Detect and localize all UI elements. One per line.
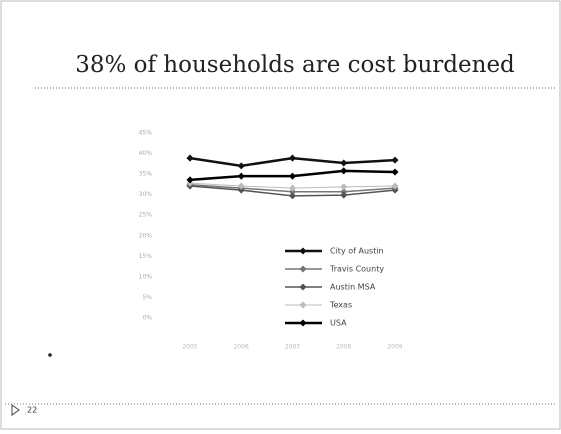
- x-tick-label: 2009: [387, 344, 402, 351]
- point: [237, 186, 245, 194]
- x-tick-label: 2007: [285, 344, 300, 351]
- y-tick-label: 40%: [139, 150, 153, 157]
- x-tick-label: 2006: [234, 344, 249, 351]
- point: [391, 186, 399, 194]
- legend-marker: [299, 265, 307, 273]
- x-tick-label: 2005: [182, 344, 197, 351]
- point: [340, 159, 348, 167]
- y-tick-label: 25%: [139, 212, 153, 219]
- point: [288, 188, 297, 196]
- point: [288, 172, 297, 180]
- bullet: [48, 353, 52, 357]
- point: [237, 162, 245, 170]
- y-tick-label: 45%: [139, 130, 153, 137]
- legend-label: Travis County: [329, 265, 384, 274]
- y-tick-label: 20%: [139, 232, 153, 239]
- x-tick-label: 2008: [336, 344, 351, 351]
- y-tick-label: 0%: [142, 315, 152, 322]
- point: [288, 192, 297, 200]
- point: [237, 182, 245, 190]
- legend-label: Texas: [329, 301, 352, 310]
- y-tick-label: 10%: [139, 273, 153, 280]
- legend-marker: [299, 247, 307, 255]
- point: [288, 154, 297, 162]
- point: [340, 167, 348, 175]
- point: [391, 182, 399, 190]
- slide-title: 38% of households are cost burdened: [75, 52, 515, 78]
- y-tick-label: 5%: [142, 294, 152, 301]
- legend-marker: [299, 283, 307, 291]
- point: [288, 184, 297, 192]
- y-tick-label: 35%: [139, 171, 153, 178]
- y-tick-label: 30%: [139, 191, 153, 198]
- point: [186, 176, 194, 184]
- point: [186, 154, 194, 162]
- legend-label: Austin MSA: [330, 283, 376, 292]
- point: [391, 168, 399, 176]
- point: [340, 191, 348, 199]
- point: [340, 183, 348, 191]
- legend-marker: [299, 319, 307, 327]
- point: [391, 156, 399, 164]
- page-number: 22: [27, 406, 37, 415]
- legend-label: USA: [330, 319, 347, 328]
- point: [237, 172, 245, 180]
- legend-label: City of Austin: [330, 247, 384, 256]
- y-tick-label: 15%: [139, 253, 153, 260]
- legend-marker: [299, 301, 307, 309]
- footer-arrow: [11, 404, 20, 416]
